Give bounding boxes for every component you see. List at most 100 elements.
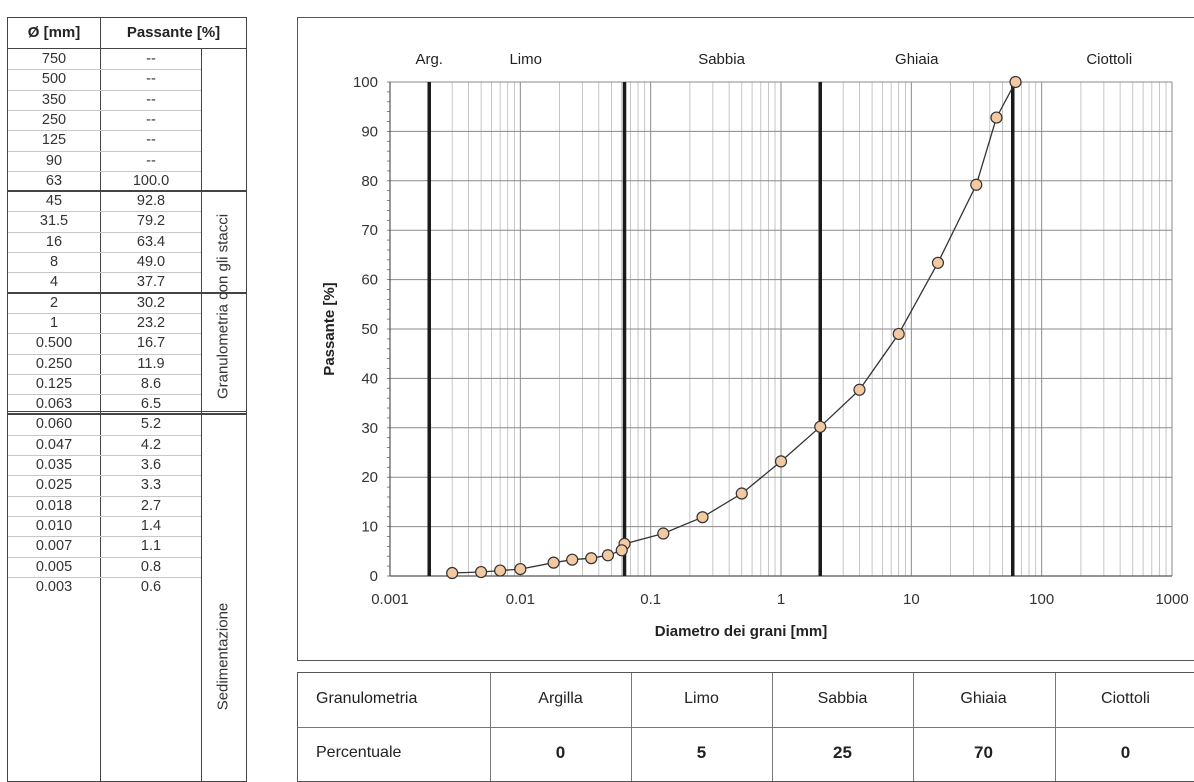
x-tick-label: 0.01 (506, 591, 535, 608)
summary-class-name: Sabbia (817, 690, 868, 707)
row-divider (8, 373, 201, 375)
passing-value: 1.4 (140, 517, 162, 534)
diameter-value: 0.010 (35, 517, 73, 534)
table-row: 125 -- (8, 130, 201, 150)
table-row: 0.007 1.1 (8, 536, 201, 556)
row-divider (8, 495, 201, 497)
table-row: 0.010 1.4 (8, 516, 201, 536)
y-tick-label: 80 (361, 173, 378, 190)
data-point (990, 111, 1003, 124)
passing-value: -- (146, 71, 156, 88)
table-row: 16 63.4 (8, 232, 201, 252)
zone-label: Arg. (415, 51, 443, 68)
row-divider (8, 170, 201, 172)
summary-class-value: 25 (833, 743, 852, 762)
row-divider (8, 475, 201, 477)
data-point (601, 549, 615, 562)
table-row: 0.500 16.7 (8, 333, 201, 353)
y-tick-label: 30 (361, 420, 378, 437)
diameter-value: 16 (45, 233, 63, 250)
y-tick-label: 0 (370, 568, 378, 585)
row-divider (8, 434, 201, 436)
table-row: 0.035 3.6 (8, 455, 201, 475)
y-tick-label: 10 (361, 519, 378, 536)
column-divider (1055, 673, 1056, 781)
y-tick-label: 70 (361, 222, 378, 239)
chart-canvas: 0 10 20 30 40 50 60 70 80 90 100 0.001 0.01 0.1 1 10 100… (321, 51, 1189, 640)
data-point (474, 565, 488, 579)
passing-value: -- (146, 152, 156, 169)
summary-class-name: Ghiaia (960, 690, 1007, 707)
passing-value: 11.9 (137, 355, 165, 372)
data-point (615, 544, 628, 557)
row-divider (8, 69, 201, 71)
passing-value: 4.2 (140, 436, 162, 453)
diameter-value: 0.500 (35, 335, 73, 352)
table-row: 0.250 11.9 (8, 354, 201, 374)
zone-label: Limo (509, 51, 542, 68)
diameter-header: Ø [mm] (27, 24, 81, 41)
diameter-value: 0.025 (35, 477, 73, 494)
table-row: 63 100.0 (8, 171, 201, 191)
diameter-value: 250 (41, 111, 67, 128)
passing-value: 8.6 (140, 375, 162, 392)
summary-class-value: 5 (696, 743, 707, 762)
table-row: 0.005 0.8 (8, 557, 201, 577)
row-divider (8, 130, 201, 132)
passing-value: 100.0 (132, 172, 170, 189)
table-row: 4 37.7 (8, 272, 201, 292)
passing-value: 23.2 (136, 314, 166, 331)
diameter-value: 63 (45, 172, 63, 189)
data-point (970, 178, 983, 191)
diameter-value: 0.125 (35, 375, 73, 392)
y-tick-label: 90 (361, 123, 378, 140)
diameter-value: 0.060 (35, 416, 73, 433)
table-header: Ø [mm] Passante [%] (8, 18, 246, 49)
row-divider (8, 455, 201, 456)
data-point (774, 455, 788, 468)
table-row: 500 -- (8, 69, 201, 89)
diameter-value: 0.063 (35, 396, 73, 413)
table-row: 2 30.2 (8, 293, 201, 313)
passing-value: -- (146, 91, 156, 108)
group-divider (8, 291, 246, 294)
x-tick-label: 1 (777, 591, 785, 608)
row-divider (8, 536, 201, 538)
diameter-value: 2 (49, 294, 59, 311)
data-point (696, 511, 709, 524)
diameter-value: 90 (45, 152, 63, 169)
x-axis-title: Diametro dei grani [mm] (655, 623, 828, 640)
zone-label: Ghiaia (895, 51, 939, 68)
passing-value: 3.3 (140, 477, 162, 494)
passing-value: 6.5 (140, 396, 162, 413)
data-point (566, 553, 579, 566)
y-tick-label: 40 (361, 370, 378, 387)
passing-value: -- (146, 111, 156, 128)
row-divider (8, 556, 201, 558)
row-divider (8, 333, 201, 335)
diameter-value: 750 (41, 51, 67, 67)
row-divider (8, 109, 201, 111)
x-tick-label: 1000 (1155, 591, 1188, 608)
row-divider (298, 727, 1194, 728)
diameter-value: 0.018 (35, 497, 73, 514)
diameter-value: 0.250 (35, 355, 73, 372)
data-point (735, 487, 748, 500)
passing-value: 0.6 (140, 578, 162, 595)
diameter-value: 8 (49, 254, 59, 270)
passing-value: 1.1 (140, 538, 162, 555)
passing-value: 37.7 (136, 274, 166, 291)
diameter-value: 500 (41, 71, 67, 88)
passing-value: 3.6 (140, 457, 162, 473)
diameter-value: 45 (45, 193, 63, 210)
row-divider (8, 312, 201, 314)
column-divider (913, 673, 914, 781)
data-point (853, 383, 866, 396)
summary-class-name: Ciottoli (1101, 690, 1150, 707)
data-point (547, 556, 560, 569)
table-row: 45 92.8 (8, 191, 201, 211)
summary-class-value: 0 (555, 743, 566, 762)
passing-value: -- (146, 51, 156, 67)
column-divider (631, 673, 632, 781)
data-point (446, 566, 459, 580)
